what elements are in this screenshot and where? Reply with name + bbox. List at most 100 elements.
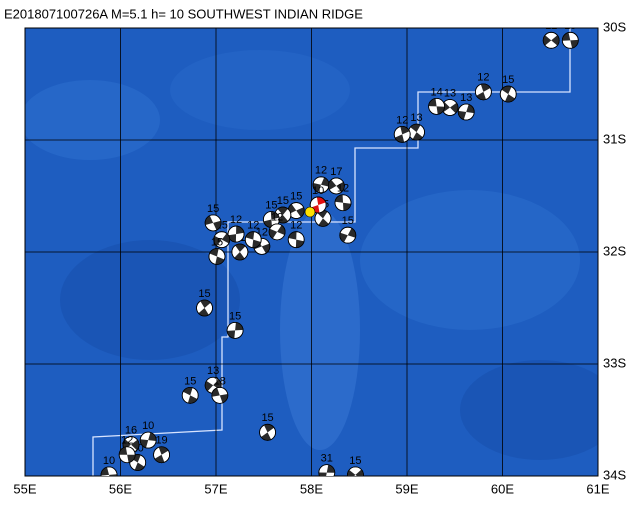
compression-quadrant: [441, 101, 458, 114]
depth-label: 10: [142, 420, 154, 432]
lon-label: 61E: [586, 481, 609, 496]
depth-label: 12: [545, 20, 557, 32]
depth-label: 13: [444, 87, 456, 99]
beachball: [428, 98, 446, 115]
compression-quadrant: [245, 231, 261, 248]
depth-label: 17: [330, 166, 342, 178]
depth-label: 15: [198, 288, 210, 300]
depth-label: 15: [265, 199, 277, 211]
beachball-rim: [213, 231, 231, 249]
beachball-rim: [231, 243, 249, 261]
beachball-rim: [227, 225, 245, 243]
compression-quadrant: [198, 300, 211, 316]
compression-quadrant: [335, 194, 351, 211]
beachball: [153, 446, 170, 464]
lon-label: 58E: [300, 481, 323, 496]
compression-quadrant: [501, 86, 515, 103]
compression-quadrant: [428, 98, 445, 115]
depth-label: 12: [121, 435, 133, 447]
beachball: [139, 431, 157, 449]
lat-label: 33S: [603, 355, 626, 370]
compression-quadrant: [394, 126, 410, 143]
compression-quadrant: [140, 432, 157, 448]
beachball-rim: [561, 31, 579, 49]
beachball-rim: [100, 466, 118, 476]
beachball: [259, 423, 276, 441]
depth-label: 19: [155, 435, 167, 447]
depth-label: 31: [321, 453, 333, 465]
beachball-rim: [259, 423, 276, 441]
compression-quadrant: [339, 228, 356, 243]
beachball: [100, 466, 118, 476]
compression-quadrant: [228, 226, 244, 243]
depth-label: 15: [564, 20, 576, 32]
depth-label: 12: [337, 183, 349, 195]
beachball-rim: [211, 386, 229, 404]
depth-label: 15: [349, 455, 361, 467]
depth-label: 12: [315, 165, 327, 177]
depth-label: 10: [312, 185, 324, 197]
beachball-rim: [139, 431, 157, 449]
beachball: [347, 466, 364, 476]
compression-quadrant: [458, 104, 475, 120]
compression-quadrant: [119, 446, 136, 463]
beachball-rim: [204, 214, 222, 232]
compression-quadrant: [310, 196, 326, 214]
lon-label: 59E: [395, 481, 418, 496]
compression-quadrant: [205, 379, 222, 392]
beachball: [213, 231, 231, 249]
compression-quadrant: [101, 467, 118, 476]
beachball-rim: [474, 83, 492, 101]
beachball: [204, 214, 222, 232]
beachball-rim: [393, 125, 411, 143]
compression-quadrant: [476, 83, 491, 100]
beachball-rim: [153, 446, 170, 464]
beachball: [327, 177, 345, 195]
beachball: [287, 202, 305, 219]
compression-quadrant: [328, 179, 345, 193]
lon-label: 55E: [13, 481, 36, 496]
lat-label: 31S: [603, 131, 626, 146]
beachball-rim: [309, 196, 327, 214]
compression-quadrant: [209, 248, 225, 265]
beachball: [339, 226, 357, 244]
depth-label: 15: [261, 412, 273, 424]
depth-label: 15: [184, 375, 196, 387]
map-frame: [24, 27, 599, 477]
compression-quadrant: [183, 387, 198, 404]
plate-boundary: [92, 28, 571, 476]
beachball: [226, 321, 244, 339]
compression-quadrant: [211, 387, 228, 403]
beachball: [542, 31, 560, 49]
beachball-rim: [542, 31, 560, 49]
beachball: [231, 243, 249, 261]
beachball-rim: [457, 103, 475, 121]
compression-quadrant: [410, 124, 423, 141]
compression-quadrant: [269, 225, 286, 239]
beachball: [211, 386, 229, 404]
depth-label: 15: [207, 203, 219, 215]
epicenter: [304, 206, 316, 218]
beachball: [287, 231, 305, 249]
depth-label: 12: [247, 220, 259, 232]
beachball: [181, 386, 199, 404]
beachball-rim: [268, 223, 286, 241]
depth-label: 15: [277, 195, 289, 207]
lon-label: 57E: [204, 481, 227, 496]
depth-label: 15: [290, 190, 302, 202]
depth-label: 12: [271, 212, 283, 224]
depth-label: 13: [460, 92, 472, 104]
compression-quadrant: [205, 215, 222, 231]
beachball: [268, 223, 286, 241]
lon-label: 60E: [491, 481, 514, 496]
beachball-rim: [334, 194, 352, 212]
beachball: [441, 99, 459, 116]
depth-label: 15: [342, 215, 354, 227]
beachball-rim: [181, 386, 199, 404]
depth-label: 10: [103, 455, 115, 467]
compression-quadrant: [234, 244, 246, 261]
beachball-rim: [287, 231, 305, 249]
beachball: [244, 231, 262, 249]
depth-label: 12: [396, 114, 408, 126]
